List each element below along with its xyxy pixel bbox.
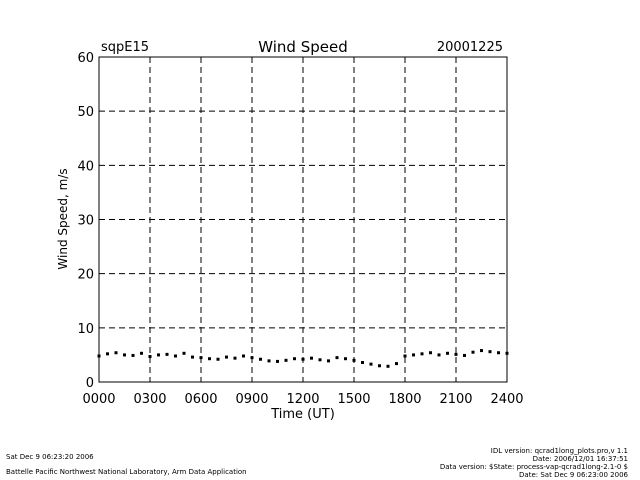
wind-speed-point (131, 353, 135, 357)
wind-speed-point (208, 357, 211, 361)
date-label: 20001225 (437, 40, 503, 55)
wind-speed-point (446, 351, 449, 355)
wind-speed-point (310, 356, 313, 360)
footer-idl-date: Date: 2006/12/01 16:37:51 (532, 455, 628, 463)
wind-speed-point (335, 356, 339, 360)
footer-timestamp: Sat Dec 9 06:23:20 2006 (6, 453, 94, 461)
x-tick-label: 2400 (490, 392, 523, 407)
wind-speed-point (378, 364, 381, 368)
wind-speed-point (403, 354, 407, 358)
wind-speed-point (106, 352, 109, 356)
wind-speed-point (259, 357, 262, 361)
wind-speed-point (216, 357, 220, 361)
y-tick-label: 60 (77, 51, 94, 66)
wind-speed-point (293, 357, 296, 361)
y-tick-label: 40 (77, 159, 94, 174)
y-tick-labels: 0 10 20 30 40 50 60 (77, 51, 94, 391)
x-tick-label: 0000 (82, 392, 115, 407)
x-tick-label: 0300 (133, 392, 166, 407)
wind-speed-point (191, 355, 194, 359)
wind-speed-point (225, 355, 228, 359)
wind-speed-point (318, 358, 322, 362)
y-tick-label: 10 (77, 322, 94, 337)
station-label: sqpE15 (101, 40, 149, 55)
wind-speed-point (463, 353, 466, 357)
wind-speed-point (301, 357, 305, 361)
wind-speed-point (361, 361, 364, 364)
wind-speed-point (386, 364, 390, 368)
wind-speed-point (114, 351, 118, 355)
grid-lines (99, 57, 507, 382)
wind-speed-point (267, 359, 271, 363)
x-tick-labels: 0000 0300 0600 0900 1200 1500 1800 2100 2400 (82, 392, 523, 407)
wind-speed-point (242, 354, 245, 358)
wind-speed-point (429, 351, 432, 355)
wind-speed-point (182, 351, 186, 355)
wind-speed-point (157, 353, 160, 357)
footer-version-info: IDL version: qcrad1long_plots.pro,v 1.1 … (440, 447, 628, 479)
wind-speed-point (276, 359, 279, 363)
y-tick-label: 0 (86, 376, 94, 391)
x-tick-label: 0600 (184, 392, 217, 407)
y-axis-label: Wind Speed, m/s (56, 168, 70, 269)
wind-speed-point (395, 362, 398, 366)
y-tick-label: 30 (77, 214, 94, 229)
wind-speed-point (454, 352, 458, 356)
x-tick-label: 1800 (388, 392, 421, 407)
wind-speed-point (412, 353, 415, 357)
x-tick-label: 2100 (439, 392, 472, 407)
wind-speed-point (148, 355, 152, 359)
chart-title: Wind Speed (258, 38, 348, 56)
wind-speed-point (165, 352, 169, 356)
wind-speed-point (140, 351, 143, 355)
wind-speed-point (369, 362, 373, 366)
wind-speed-point (284, 358, 288, 362)
footer-data-date: Date: Sat Dec 9 06:23:00 2006 (519, 471, 628, 479)
wind-speed-point (420, 352, 424, 356)
wind-speed-point (471, 350, 475, 354)
footer-data-version: Data version: $State: process-vap-qcrad1… (439, 463, 628, 471)
x-axis-label: Time (UT) (270, 407, 335, 422)
y-tick-label: 50 (77, 105, 94, 120)
x-tick-label: 0900 (235, 392, 268, 407)
wind-speed-point (488, 350, 492, 354)
y-tick-label: 20 (77, 268, 94, 283)
wind-speed-point (437, 353, 441, 357)
footer-attribution: Battelle Pacific Northwest National Labo… (6, 468, 247, 476)
wind-speed-point (233, 356, 237, 360)
wind-speed-point (480, 349, 483, 353)
wind-speed-point (250, 356, 254, 360)
wind-speed-point (327, 359, 330, 363)
plot-frame (98, 56, 508, 383)
wind-speed-point (123, 353, 126, 357)
wind-speed-point (174, 354, 177, 358)
x-tick-label: 1200 (286, 392, 319, 407)
footer-idl-version: IDL version: qcrad1long_plots.pro,v 1.1 (490, 447, 628, 455)
x-tick-label: 1500 (337, 392, 370, 407)
wind-speed-point (352, 358, 356, 362)
wind-speed-point (199, 356, 203, 360)
wind-speed-point (344, 357, 347, 361)
wind-speed-point (497, 351, 500, 355)
